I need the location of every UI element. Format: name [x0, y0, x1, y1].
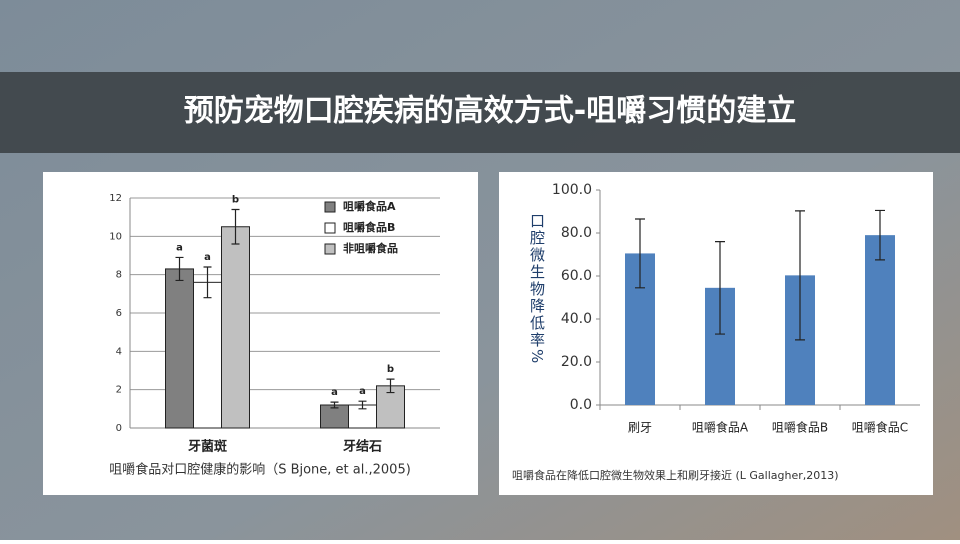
- y-tick-label: 10: [109, 231, 122, 242]
- caption: 咀嚼食品在降低口腔微生物效果上和刷牙接近 (L Gallagher,2013): [512, 468, 839, 482]
- bar: [165, 268, 194, 429]
- bar: [865, 235, 895, 405]
- error-bar: [175, 256, 184, 282]
- x-tick-label: 咀嚼食品B: [772, 420, 828, 435]
- y-tick-label: 0: [116, 423, 122, 434]
- legend-swatch: [324, 222, 336, 234]
- error-bar: [358, 400, 367, 410]
- x-tick-label: 牙结石: [343, 439, 382, 455]
- error-bar: [795, 210, 805, 341]
- y-tick-label: 80.0: [561, 225, 592, 241]
- legend-swatch: [324, 243, 336, 255]
- error-bar: [875, 209, 885, 261]
- x-tick-label: 咀嚼食品A: [692, 420, 749, 435]
- significance-label: a: [204, 252, 211, 263]
- significance-label: a: [359, 386, 366, 397]
- bar: [193, 281, 222, 429]
- y-tick-label: 20.0: [561, 354, 592, 370]
- legend-label: 咀嚼食品B: [343, 220, 395, 234]
- caption: 咀嚼食品对口腔健康的影响（S Bjone, et al.,2005): [109, 462, 411, 478]
- legend-label: 咀嚼食品A: [343, 199, 396, 213]
- bar: [221, 226, 250, 429]
- x-tick-label: 牙菌斑: [188, 439, 227, 455]
- significance-label: a: [331, 387, 338, 398]
- significance-label: b: [387, 364, 394, 375]
- x-tick-label: 刷牙: [628, 421, 652, 435]
- significance-label: a: [176, 242, 183, 253]
- legend-label: 非咀嚼食品: [343, 241, 398, 255]
- x-tick-label: 咀嚼食品C: [852, 420, 908, 435]
- y-tick-label: 6: [116, 308, 122, 319]
- legend-swatch: [324, 201, 336, 213]
- error-bar: [330, 401, 339, 409]
- error-bar: [386, 378, 395, 394]
- y-tick-label: 2: [116, 385, 122, 396]
- panel: [43, 172, 478, 495]
- error-bar: [635, 218, 645, 289]
- significance-label: b: [232, 195, 239, 206]
- y-tick-label: 0.0: [570, 397, 592, 413]
- y-tick-label: 12: [109, 193, 122, 204]
- y-tick-label: 40.0: [561, 311, 592, 327]
- title-band: [0, 72, 960, 153]
- slide-title: 预防宠物口腔疾病的高效方式-咀嚼习惯的建立: [184, 94, 796, 129]
- y-tick-label: 60.0: [561, 268, 592, 284]
- error-bar: [231, 208, 240, 245]
- y-axis-label: 口腔微生物降低率%: [528, 213, 546, 365]
- error-bar: [715, 241, 725, 335]
- y-tick-label: 4: [116, 346, 122, 357]
- y-tick-label: 100.0: [552, 182, 592, 198]
- y-tick-label: 8: [116, 270, 122, 281]
- error-bar: [203, 266, 212, 299]
